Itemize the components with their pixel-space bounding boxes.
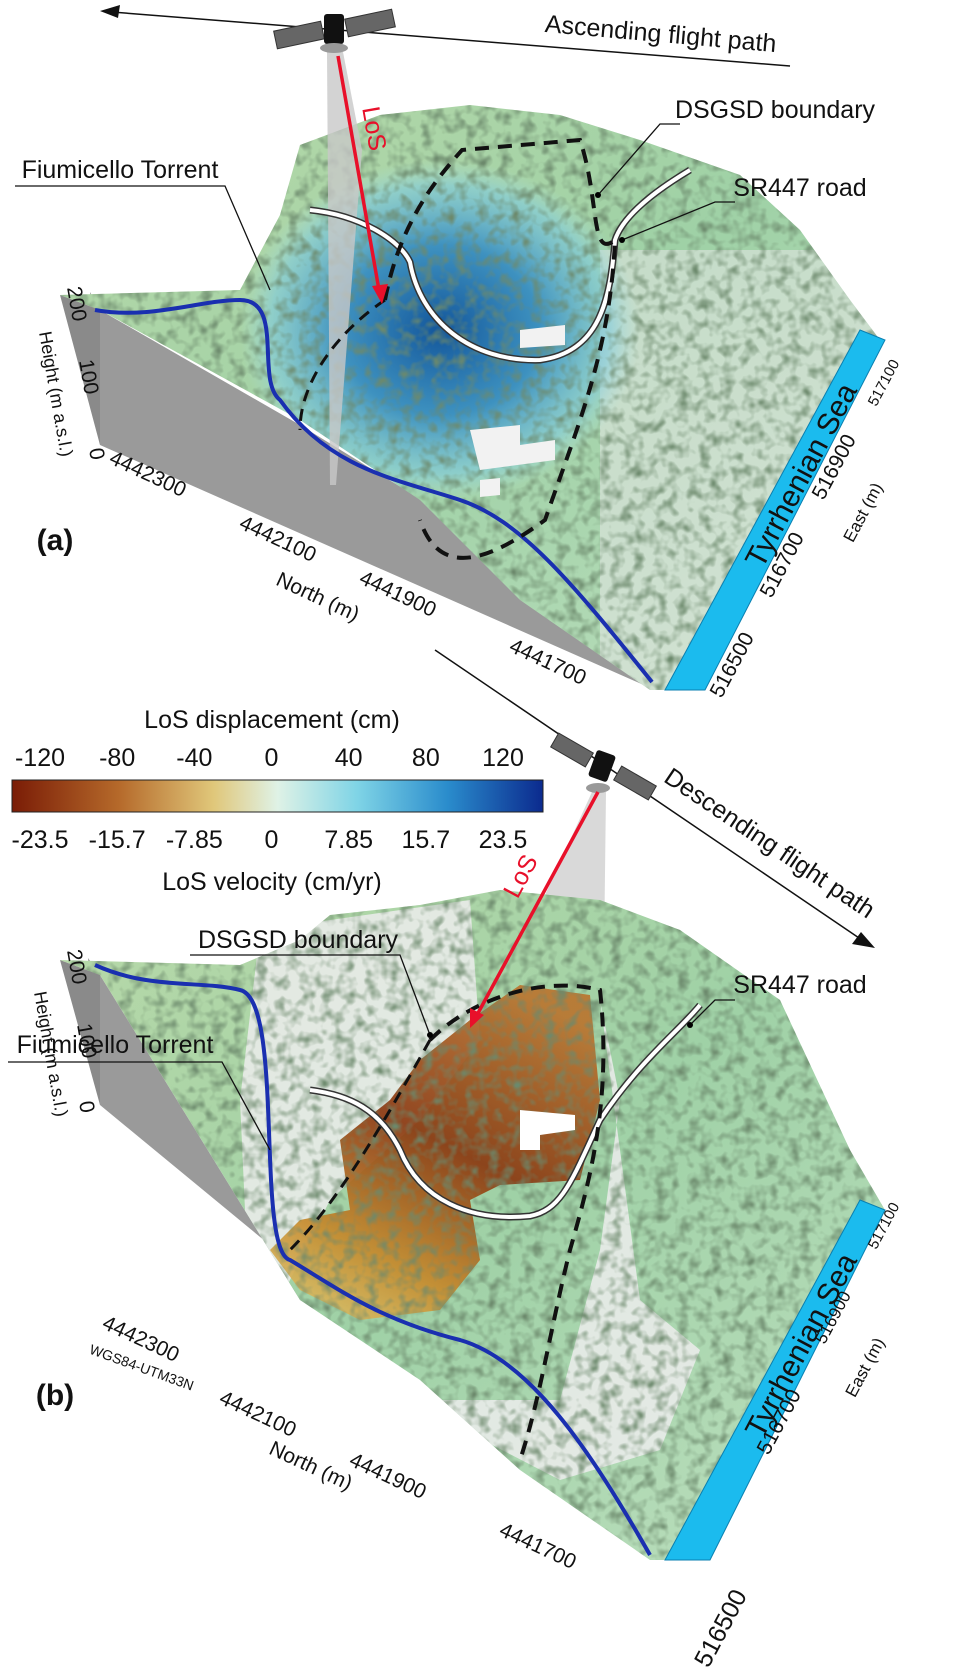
shape xyxy=(345,9,396,37)
arrowhead xyxy=(100,5,120,18)
displacement-tick-label: 0 xyxy=(265,744,279,772)
height-tick-label: 100 xyxy=(74,358,103,397)
colorbar-title: LoS velocity (cm/yr) xyxy=(162,868,381,896)
panel-a: Ascending flight path LoS DSGSD boundary xyxy=(15,5,903,701)
velocity-tick-label: -15.7 xyxy=(89,826,146,854)
displacement-tick-label: -40 xyxy=(176,744,212,772)
velocity-tick-label: 23.5 xyxy=(479,826,528,854)
leader-dot xyxy=(619,237,625,243)
page: DSGSD InSAR figure { "panels": [ { "labe… xyxy=(0,0,958,1673)
satellite xyxy=(274,9,396,53)
dsgsd-label: DSGSD boundary xyxy=(675,96,876,124)
displacement-tick-label: 120 xyxy=(482,744,524,772)
north-axis-title: North (m) xyxy=(273,568,363,626)
leader-dot xyxy=(427,1032,433,1038)
shape xyxy=(614,766,657,800)
displacement-tick-label: -120 xyxy=(15,744,65,772)
velocity-tick-label: -7.85 xyxy=(166,826,223,854)
panel-label: (b) xyxy=(36,1379,74,1412)
shape xyxy=(324,14,344,44)
north-tick-label: 4442100 xyxy=(216,1386,300,1441)
displacement-tick-label: -80 xyxy=(99,744,135,772)
colorbar-gradient xyxy=(12,780,543,812)
dsgsd-label: DSGSD boundary xyxy=(198,926,399,954)
height-axis-title: Height (m a.s.l.) xyxy=(35,330,77,459)
north-axis-title: North (m) xyxy=(266,1437,356,1495)
colorbar: LoS displacement (cm) LoS velocity (cm/y… xyxy=(12,706,543,896)
shape xyxy=(586,783,610,793)
east-axis-title: East (m) xyxy=(840,480,887,546)
flight-path-label: Descending flight path xyxy=(659,763,880,925)
torrent-label: Fiumicello Torrent xyxy=(22,156,219,184)
shape xyxy=(551,733,594,767)
figure: Ascending flight path LoS DSGSD boundary xyxy=(0,0,958,1673)
displacement-tick-label: 80 xyxy=(412,744,440,772)
arrowhead xyxy=(852,932,875,948)
velocity-tick-label: 15.7 xyxy=(401,826,450,854)
velocity-tick-label: 0 xyxy=(265,826,279,854)
panel-label: (a) xyxy=(37,524,74,557)
height-tick-label: 0 xyxy=(84,446,109,462)
satellite xyxy=(551,733,657,800)
colorbar-title: LoS displacement (cm) xyxy=(144,706,400,734)
north-tick-label: 4441700 xyxy=(496,1518,580,1573)
shape xyxy=(320,43,348,53)
road-label: SR447 road xyxy=(733,174,866,202)
east-axis-title: East (m) xyxy=(842,1335,889,1401)
leader-dot xyxy=(687,1022,693,1028)
leader-dot xyxy=(595,192,601,198)
height-tick-label: 0 xyxy=(74,1099,99,1115)
velocity-tick-label: -23.5 xyxy=(12,826,69,854)
north-tick-label: 4441900 xyxy=(346,1448,430,1503)
velocity-tick-label: 7.85 xyxy=(324,826,373,854)
east-tick-label: 516500 xyxy=(689,1585,753,1672)
displacement-tick-label: 40 xyxy=(335,744,363,772)
flight-path-label: Ascending flight path xyxy=(544,10,778,58)
leader-line xyxy=(15,186,270,290)
road-label: SR447 road xyxy=(733,971,866,999)
body: Ascending flight path LoS DSGSD boundary xyxy=(0,0,958,1673)
